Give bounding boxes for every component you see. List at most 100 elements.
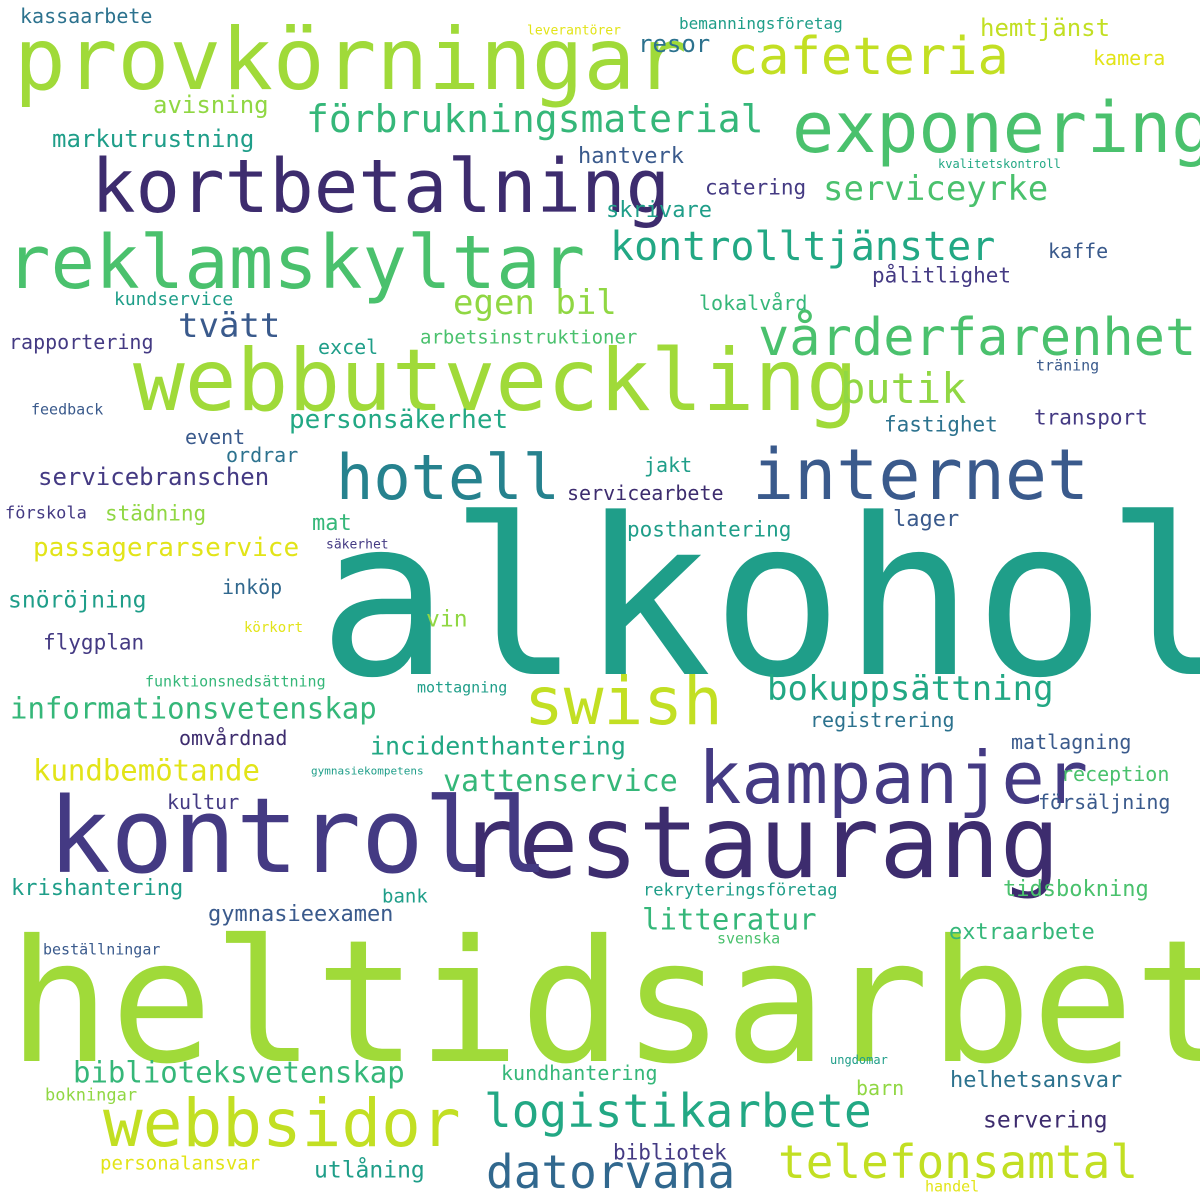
word-utlaning: utlåning xyxy=(314,1157,425,1184)
word-butik: butik xyxy=(840,364,967,413)
word-lager: lager xyxy=(893,507,960,532)
word-lokalvard: lokalvård xyxy=(699,291,808,315)
word-heltidsarbete: heltidsarbete xyxy=(8,904,1200,1102)
word-matlagning: matlagning xyxy=(1011,730,1132,754)
word-korkort: körkort xyxy=(244,620,304,636)
word-registrering: registrering xyxy=(810,708,955,732)
word-logistikarbete: logistikarbete xyxy=(484,1084,872,1138)
word-kundbemotande: kundbemötande xyxy=(33,753,260,788)
word-palitlighet: pålitlighet xyxy=(872,263,1012,288)
word-resor: resor xyxy=(638,30,711,58)
word-reception: reception xyxy=(1061,762,1170,786)
word-transport: transport xyxy=(1034,405,1148,430)
word-helhetsansvar: helhetsansvar xyxy=(950,1068,1123,1093)
word-stadning: städning xyxy=(105,501,207,526)
word-alkohol: alkohol xyxy=(318,473,1200,726)
word-bemanningsforetag: bemanningsföretag xyxy=(679,14,843,33)
word-servicebranschen: servicebranschen xyxy=(38,463,270,491)
word-posthantering: posthantering xyxy=(627,517,792,542)
word-bibliotek: bibliotek xyxy=(613,1140,727,1165)
word-gymnasiekompetens: gymnasiekompetens xyxy=(311,764,424,778)
word-egen-bil: egen bil xyxy=(453,283,617,323)
word-forsaljning: försäljning xyxy=(1038,790,1171,814)
word-sakerhet: säkerhet xyxy=(326,537,389,553)
word-inkop: inköp xyxy=(222,575,283,599)
word-hantverk: hantverk xyxy=(578,144,684,169)
word-servicearbete: servicearbete xyxy=(567,481,724,505)
word-cafeteria: cafeteria xyxy=(727,27,1009,87)
word-datorvana: datorvana xyxy=(486,1145,736,1199)
word-flygplan: flygplan xyxy=(43,630,145,655)
word-feedback: feedback xyxy=(31,400,104,419)
word-barn: barn xyxy=(856,1076,905,1100)
word-passagerarservice: passagerarservice xyxy=(33,533,300,563)
word-skrivare: skrivare xyxy=(606,198,712,223)
word-internet: internet xyxy=(752,434,1090,516)
word-telefonsamtal: telefonsamtal xyxy=(778,1135,1139,1189)
word-kortbetalning: kortbetalning xyxy=(91,144,671,230)
word-kundhantering: kundhantering xyxy=(501,1061,658,1085)
word-ungdomar: ungdomar xyxy=(830,1053,888,1067)
word-forskola: förskola xyxy=(5,503,87,524)
word-serviceyrke: serviceyrke xyxy=(823,169,1049,209)
word-bank: bank xyxy=(382,885,428,908)
word-personalansvar: personalansvar xyxy=(100,1152,261,1175)
word-catering: catering xyxy=(705,175,807,200)
word-provkorningar: provkörningar xyxy=(14,10,688,110)
word-bestallningar: beställningar xyxy=(43,940,161,959)
word-event: event xyxy=(185,425,246,449)
word-kamera: kamera xyxy=(1093,46,1166,70)
word-funktionsnedsattning: funktionsnedsättning xyxy=(145,672,326,691)
word-extraarbete: extraarbete xyxy=(949,920,1095,945)
word-kaffe: kaffe xyxy=(1048,239,1109,263)
word-varderfarenhet: vårderfarenhet xyxy=(758,308,1197,368)
word-webbutveckling: webbutveckling xyxy=(133,331,858,431)
word-servering: servering xyxy=(983,1107,1108,1134)
word-exponering: exponering xyxy=(792,87,1200,169)
word-ordrar: ordrar xyxy=(226,443,299,467)
word-bokningar: bokningar xyxy=(45,1085,138,1106)
word-reklamskyltar: reklamskyltar xyxy=(6,220,586,306)
word-traning: träning xyxy=(1036,356,1100,375)
word-kampanjer: kampanjer xyxy=(698,736,1089,820)
word-leverantorer: leverantörer xyxy=(527,23,621,39)
word-rapportering: rapportering xyxy=(9,330,154,354)
word-snorojning: snöröjning xyxy=(8,587,147,614)
word-swish: swish xyxy=(524,663,723,740)
word-webbsidor: webbsidor xyxy=(103,1085,461,1162)
word-kvalitetskontroll: kvalitetskontroll xyxy=(938,157,1061,171)
word-forbrukningsmaterial: förbrukningsmaterial xyxy=(306,97,764,141)
word-mat: mat xyxy=(312,511,352,536)
word-mottagning: mottagning xyxy=(417,678,508,697)
word-bokuppsattning: bokuppsättning xyxy=(767,669,1054,709)
word-personsakerhet: personsäkerhet xyxy=(289,405,509,435)
word-hotell: hotell xyxy=(336,441,560,514)
word-vattenservice: vattenservice xyxy=(443,764,678,799)
word-kontrolltjanster: kontrolltjänster xyxy=(610,224,996,270)
word-biblioteksvetenskap: biblioteksvetenskap xyxy=(73,1055,405,1090)
word-omvardnad: omvårdnad xyxy=(179,726,288,750)
word-vin: vin xyxy=(426,606,468,633)
word-handel: handel xyxy=(925,1177,980,1196)
word-kassaarbete: kassaarbete xyxy=(20,4,153,28)
word-hemtjanst: hemtjänst xyxy=(980,14,1111,42)
word-gymnasieexamen: gymnasieexamen xyxy=(208,902,394,927)
word-svenska: svenska xyxy=(717,929,781,948)
word-kundservice: kundservice xyxy=(114,289,234,310)
word-restaurang: restaurang xyxy=(458,784,1061,901)
word-excel: excel xyxy=(318,335,379,359)
word-fastighet: fastighet xyxy=(884,412,998,437)
word-rekryteringsforetag: rekryteringsföretag xyxy=(643,880,838,901)
word-krishantering: krishantering xyxy=(11,876,184,901)
word-kultur: kultur xyxy=(167,790,240,814)
word-litteratur: litteratur xyxy=(642,902,817,937)
word-markutrustning: markutrustning xyxy=(52,125,255,153)
word-tvatt: tvätt xyxy=(178,306,281,346)
word-arbetsinstruktioner: arbetsinstruktioner xyxy=(420,326,638,349)
word-informationsvetenskap: informationsvetenskap xyxy=(10,691,377,726)
word-kontroll: kontroll xyxy=(48,775,549,897)
word-incidenthantering: incidenthantering xyxy=(370,731,626,761)
word-avisning: avisning xyxy=(153,91,269,119)
word-tidsbokning: tidsbokning xyxy=(1003,877,1149,902)
